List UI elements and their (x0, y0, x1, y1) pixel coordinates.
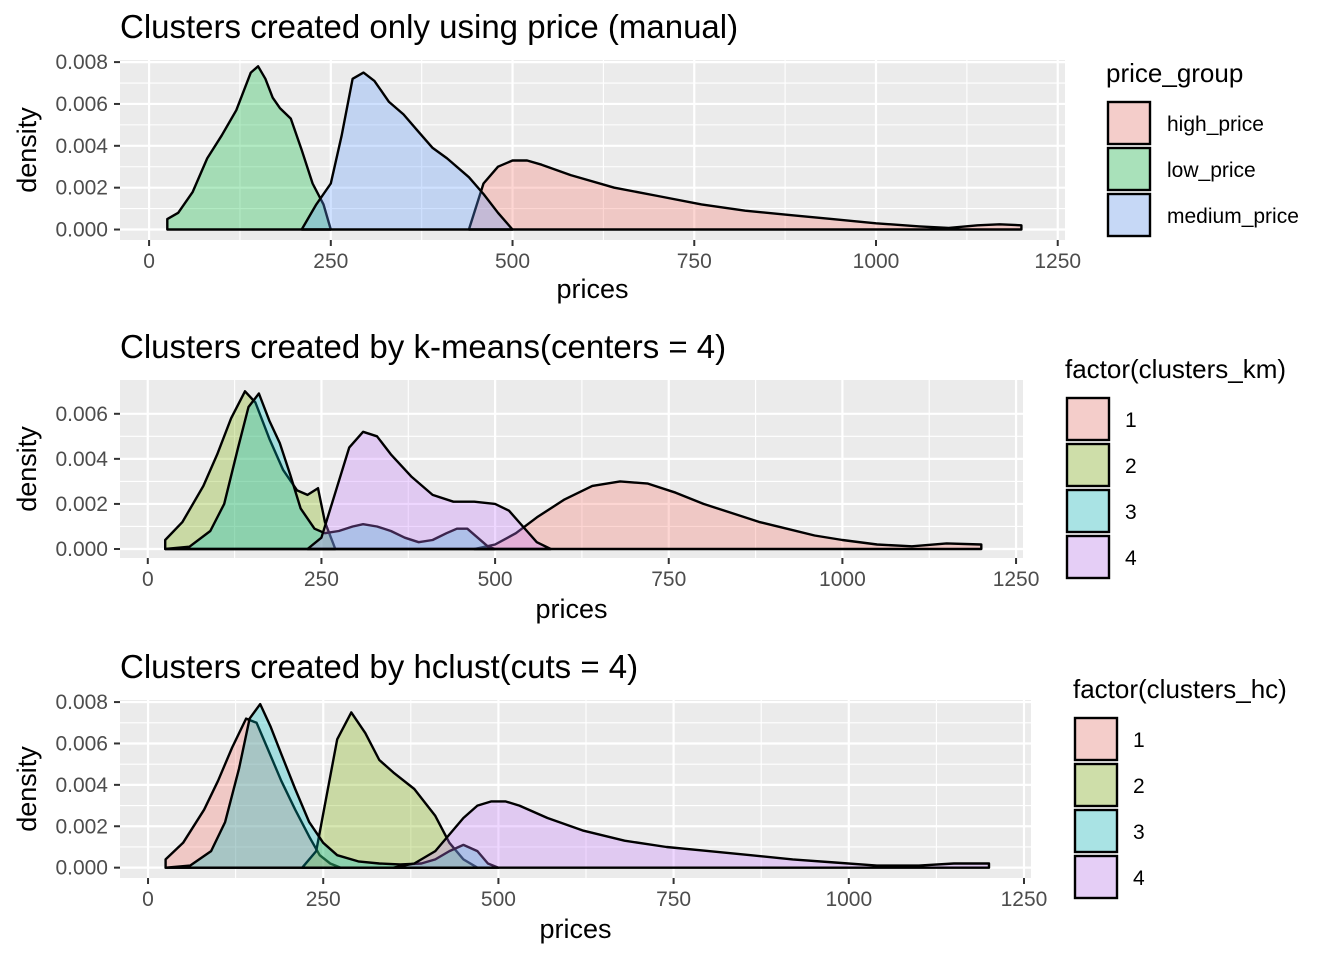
legend-key-bg (1067, 444, 1109, 486)
x-tick-label: 250 (313, 250, 348, 273)
x-tick-label: 1250 (993, 568, 1040, 591)
y-tick-label: 0.004 (55, 135, 108, 158)
legend-key-3 (1065, 488, 1111, 534)
legend-label: 2 (1133, 775, 1145, 798)
chart-title: Clusters created by k-means(centers = 4) (120, 328, 726, 365)
legend-label: medium_price (1167, 205, 1299, 228)
density-area-medium_price (300, 71, 514, 231)
density-area-1 (473, 480, 983, 551)
x-tick-label: 750 (677, 250, 712, 273)
x-tick-label: 250 (304, 568, 339, 591)
chart-2: Clusters created by k-means(centers = 4)… (12, 328, 1286, 624)
legend-label: 4 (1125, 547, 1137, 570)
legend-key-bg (1075, 764, 1117, 806)
legend-title: factor(clusters_hc) (1073, 674, 1287, 704)
chart-1: Clusters created only using price (manua… (12, 8, 1299, 304)
x-tick-label: 1250 (1001, 888, 1048, 911)
legend-key-4 (1065, 534, 1111, 580)
legend-key-low_price (1106, 146, 1152, 192)
y-tick-label: 0.006 (55, 403, 108, 426)
legend-key-1 (1073, 716, 1119, 762)
legend-title: factor(clusters_km) (1065, 354, 1286, 384)
legend-key-1 (1065, 396, 1111, 442)
legend: factor(clusters_hc) 1 2 3 4 (1073, 674, 1287, 900)
y-tick-label: 0.002 (55, 493, 108, 516)
legend-label: 3 (1125, 501, 1137, 524)
legend-key-3 (1073, 808, 1119, 854)
x-axis-title: prices (535, 594, 607, 624)
x-tick-label: 500 (495, 250, 530, 273)
y-tick-label: 0.004 (55, 774, 108, 797)
chart-3: Clusters created by hclust(cuts = 4)0 250… (12, 648, 1287, 944)
legend-key-bg (1075, 718, 1117, 760)
legend-label: high_price (1167, 113, 1264, 136)
density-area-low_price (166, 65, 332, 231)
x-tick-label: 1000 (819, 568, 866, 591)
y-tick-label: 0.000 (55, 219, 108, 242)
legend-label: 1 (1125, 409, 1137, 432)
legend-key-bg (1067, 398, 1109, 440)
legend-key-high_price (1106, 100, 1152, 146)
y-tick-label: 0.006 (55, 732, 108, 755)
y-tick-label: 0.000 (55, 857, 108, 880)
legend-title: price_group (1106, 58, 1243, 88)
x-axis-title: prices (539, 914, 611, 944)
y-tick-label: 0.008 (55, 691, 108, 714)
density-area-1 (164, 717, 342, 869)
y-tick-label: 0.008 (55, 51, 108, 74)
legend-key-medium_price (1106, 192, 1152, 238)
x-axis-title: prices (556, 274, 628, 304)
x-tick-label: 250 (306, 888, 341, 911)
legend-key-2 (1073, 762, 1119, 808)
legend-key-bg (1075, 810, 1117, 852)
y-tick-label: 0.002 (55, 815, 108, 838)
legend-label: 4 (1133, 867, 1145, 890)
x-tick-label: 500 (478, 568, 513, 591)
x-tick-label: 0 (142, 568, 154, 591)
legend-key-bg (1108, 102, 1150, 144)
density-area-2 (164, 390, 337, 551)
plot-panel (120, 60, 1065, 240)
legend-label: 3 (1133, 821, 1145, 844)
chart-title: Clusters created by hclust(cuts = 4) (120, 648, 638, 685)
x-tick-label: 500 (481, 888, 516, 911)
x-tick-label: 1000 (853, 250, 900, 273)
density-area-4 (306, 430, 552, 551)
x-tick-label: 0 (142, 888, 154, 911)
density-area-2 (301, 711, 479, 869)
legend: factor(clusters_km) 1 2 3 4 (1065, 354, 1286, 580)
legend-key-bg (1067, 490, 1109, 532)
y-axis-title: density (12, 107, 42, 193)
legend-key-bg (1108, 148, 1150, 190)
y-tick-label: 0.006 (55, 93, 108, 116)
plot-panel (120, 380, 1023, 558)
legend-key-2 (1065, 442, 1111, 488)
legend-key-4 (1073, 854, 1119, 900)
x-tick-label: 1000 (825, 888, 872, 911)
y-axis-title: density (12, 426, 42, 512)
x-tick-label: 750 (651, 568, 686, 591)
legend-key-bg (1075, 856, 1117, 898)
x-tick-label: 1250 (1034, 250, 1081, 273)
chart-title: Clusters created only using price (manua… (120, 8, 738, 45)
x-tick-label: 750 (656, 888, 691, 911)
legend-label: low_price (1167, 159, 1256, 182)
y-tick-label: 0.000 (55, 538, 108, 561)
legend-label: 1 (1133, 729, 1145, 752)
legend: price_group high_price low_price medium_pri… (1106, 58, 1299, 238)
x-tick-label: 0 (143, 250, 155, 273)
y-tick-label: 0.002 (55, 177, 108, 200)
legend-key-bg (1108, 194, 1150, 236)
legend-label: 2 (1125, 455, 1137, 478)
y-tick-label: 0.004 (55, 448, 108, 471)
legend-key-bg (1067, 536, 1109, 578)
density-area-3 (164, 392, 497, 551)
y-axis-title: density (12, 746, 42, 832)
density-area-3 (164, 702, 500, 869)
density-area-high_price (467, 159, 1023, 231)
density-area-4 (392, 800, 991, 869)
